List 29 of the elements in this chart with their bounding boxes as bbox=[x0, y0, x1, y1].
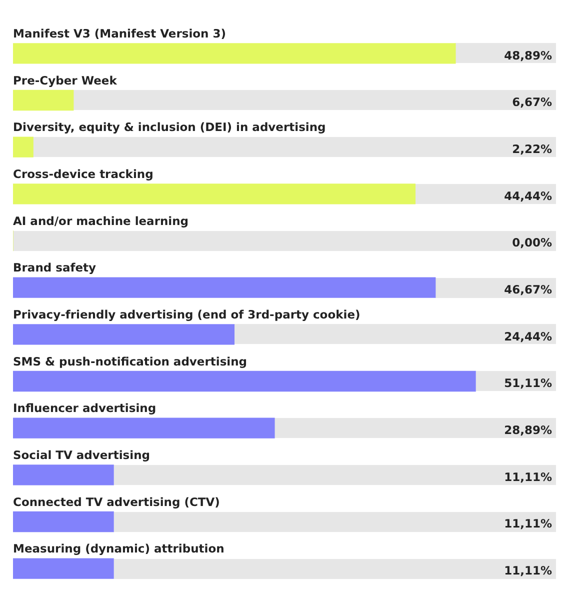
y-tick-label: Pre-Cyber Week bbox=[13, 73, 118, 88]
data-label: 0,00% bbox=[512, 236, 552, 250]
data-label: 28,89% bbox=[504, 423, 552, 438]
data-label: 44,44% bbox=[504, 188, 552, 203]
data-label: 48,89% bbox=[504, 48, 552, 62]
data-label: 2,22% bbox=[512, 142, 552, 156]
y-tick-label: AI and/or machine learning bbox=[13, 214, 189, 228]
y-tick-label: Privacy-friendly advertising (end of 3rd-party cookie) bbox=[13, 307, 360, 322]
data-label: 51,11% bbox=[504, 376, 552, 390]
y-tick-label: Cross-device tracking bbox=[13, 166, 154, 181]
bar bbox=[13, 136, 34, 158]
data-label: 11,11% bbox=[504, 470, 552, 484]
y-tick-label: Social TV advertising bbox=[13, 448, 150, 462]
y-tick-label: SMS & push-notification advertising bbox=[13, 354, 248, 368]
y-tick-label: Diversity, equity & inclusion (DEI) in advertising bbox=[13, 120, 326, 134]
y-tick-label: Connected TV advertising (CTV) bbox=[13, 494, 220, 509]
data-label: 11,11% bbox=[504, 516, 552, 531]
y-tick-label: Influencer advertising bbox=[13, 401, 156, 416]
y-tick-label: Brand safety bbox=[13, 260, 97, 275]
data-label: 24,44% bbox=[504, 329, 552, 344]
bar bbox=[13, 558, 114, 579]
data-label: 11,11% bbox=[504, 564, 552, 578]
data-label: 46,67% bbox=[504, 282, 552, 297]
bar bbox=[13, 511, 114, 532]
y-tick-label: Manifest V3 (Manifest Version 3) bbox=[13, 26, 226, 40]
bar bbox=[13, 90, 74, 111]
bar bbox=[13, 464, 114, 486]
y-tick-label: Measuring (dynamic) attribution bbox=[13, 542, 224, 556]
data-label: 6,67% bbox=[512, 95, 552, 110]
